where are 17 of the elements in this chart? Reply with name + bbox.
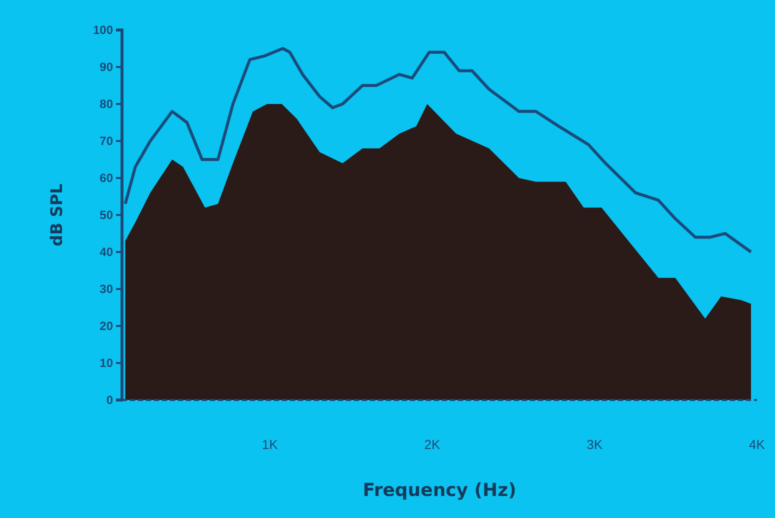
y-tick-label: 80: [100, 96, 114, 111]
x-tick-label: 1K: [262, 437, 278, 452]
y-tick-label: 70: [100, 134, 114, 148]
y-tick-label: 0: [106, 392, 114, 407]
x-tick-label: 4K: [749, 437, 766, 452]
y-axis-title: dB SPL: [47, 184, 66, 246]
x-tick-label: 2K: [424, 437, 440, 452]
x-tick-label: 3K: [586, 437, 603, 452]
y-tick-label: 60: [100, 170, 114, 185]
y-tick-label: 90: [100, 60, 114, 74]
y-tick-label: 50: [100, 208, 114, 222]
x-axis-title: Frequency (Hz): [362, 480, 516, 501]
y-tick-label: 30: [100, 282, 114, 296]
y-tick-label: 100: [92, 22, 114, 37]
y-tick-label: 40: [100, 244, 114, 259]
y-tick-label: 20: [100, 318, 114, 333]
y-tick-label: 10: [100, 356, 114, 370]
